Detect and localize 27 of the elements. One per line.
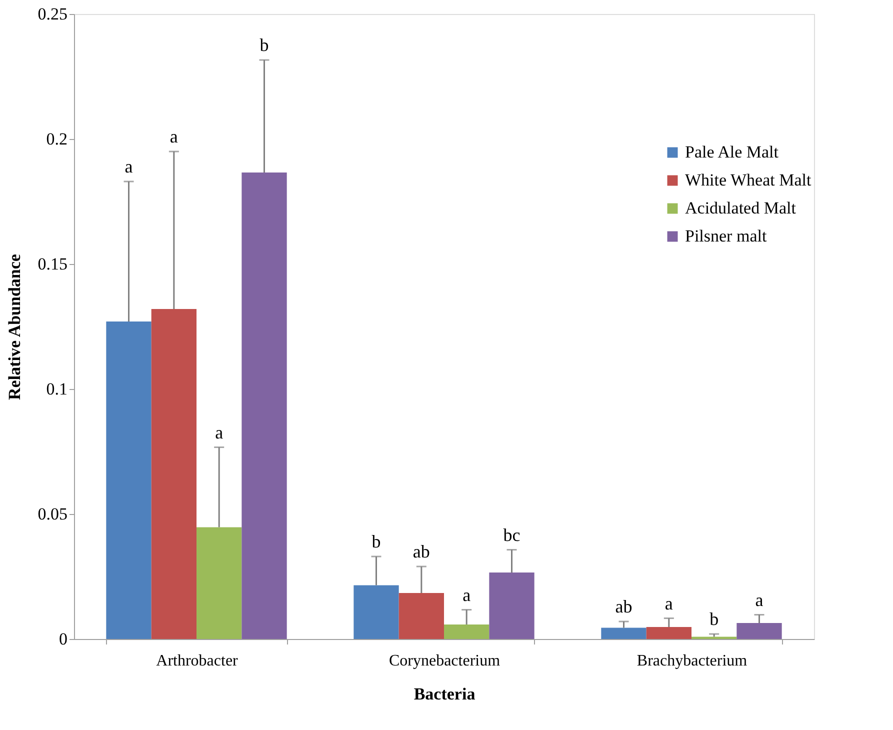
legend-label: Acidulated Malt: [685, 198, 796, 218]
y-tick-label: 0.25: [38, 4, 68, 24]
annotation: a: [664, 593, 673, 614]
annotation: b: [710, 609, 719, 629]
x-tick-label: Corynebacterium: [388, 652, 501, 670]
annotation: a: [124, 156, 133, 176]
y-tick-label: 0.15: [38, 254, 68, 274]
legend-label: White Wheat Malt: [685, 170, 812, 190]
y-tick-label: 0.2: [46, 130, 68, 148]
annotation: a: [462, 584, 471, 605]
x-axis-title: Bacteria: [414, 684, 476, 704]
y-axis-title: Relative Abundance: [4, 254, 24, 400]
x-tick-label: Arthrobacter: [156, 652, 239, 670]
legend-label: Pilsner malt: [685, 226, 767, 246]
annotation: b: [372, 532, 381, 552]
annotation: bc: [503, 524, 520, 545]
y-tick-label: 0: [59, 630, 68, 648]
y-tick-label: 0.1: [46, 380, 68, 398]
annotation: ab: [615, 596, 632, 616]
annotation: b: [260, 35, 269, 55]
annotation: ab: [412, 542, 430, 562]
y-tick-label: 0.05: [38, 504, 68, 524]
annotation: a: [755, 590, 764, 610]
annotation: a: [170, 126, 178, 146]
x-tick-label: Brachybacterium: [636, 652, 748, 670]
annotation: a: [215, 422, 224, 442]
legend-label: Pale Ale Malt: [685, 142, 779, 162]
